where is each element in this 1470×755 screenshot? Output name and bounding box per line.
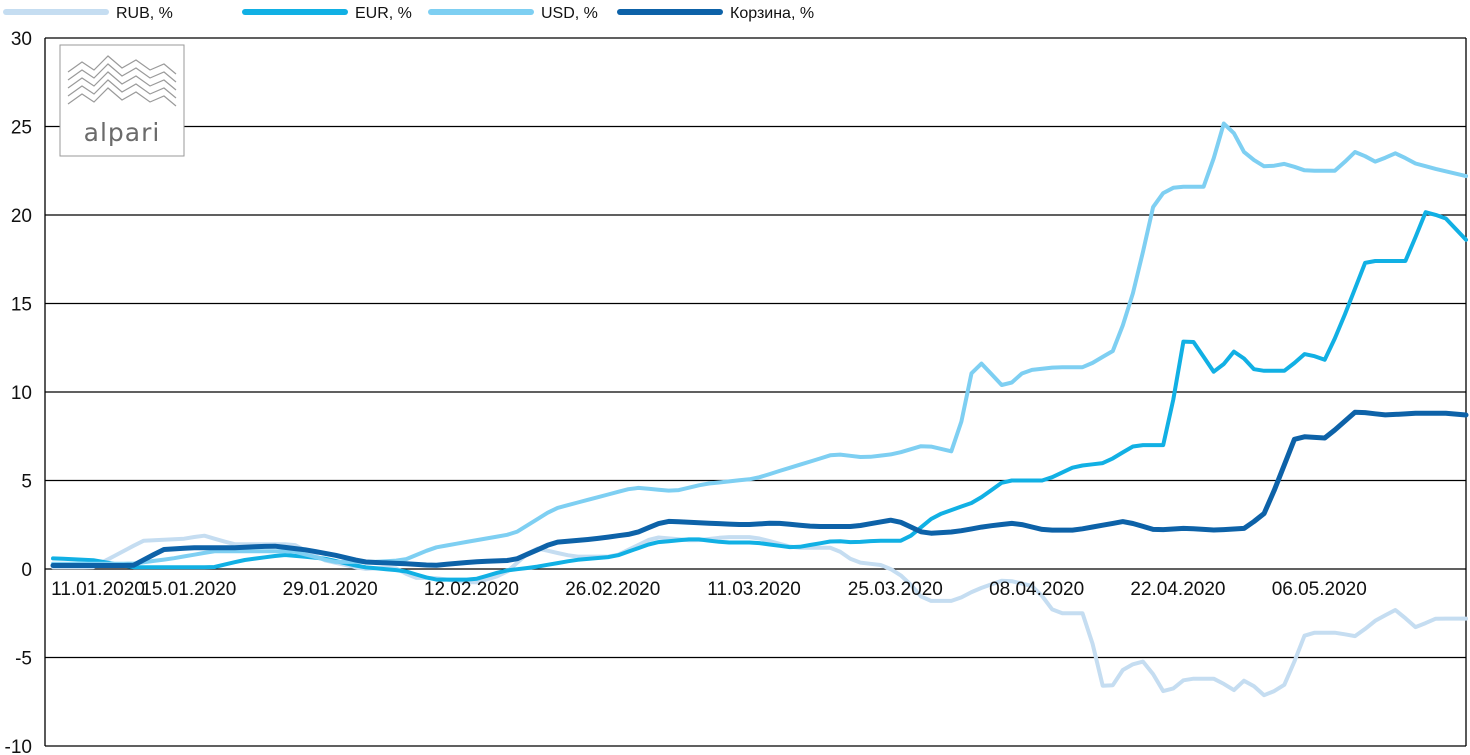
x-tick-label: 11.03.2020 (707, 579, 801, 600)
y-tick-label: 20 (11, 206, 32, 227)
x-tick-label: 15.01.2020 (141, 579, 236, 600)
x-tick-label: 29.01.2020 (283, 579, 378, 600)
series-line-0 (51, 533, 1468, 698)
legend: RUB, % EUR, % USD, % Корзина, % (3, 5, 814, 22)
logo-wordmark: alpari (84, 118, 161, 147)
y-tick-label: -10 (5, 737, 32, 755)
y-axis-ticks: 30 25 20 15 10 5 0 -5 -10 (5, 29, 32, 755)
legend-item: Корзина, % (617, 5, 814, 22)
series-lines (50, 121, 1469, 698)
legend-label: EUR, % (355, 5, 412, 22)
y-tick-label: 10 (11, 383, 32, 404)
series-line-3 (50, 409, 1469, 568)
x-tick-label: 22.04.2020 (1130, 579, 1225, 600)
plot-frame (44, 38, 1467, 746)
x-tick-label: 26.02.2020 (565, 579, 660, 600)
series-line-2 (51, 121, 1468, 566)
mountain-icon (67, 55, 177, 107)
y-tick-label: 15 (11, 295, 32, 316)
legend-item: EUR, % (242, 5, 412, 22)
y-tick-label: 25 (11, 118, 32, 139)
y-tick-label: 5 (21, 472, 32, 493)
gridlines (45, 37, 1466, 747)
legend-item: RUB, % (3, 5, 173, 22)
legend-item: USD, % (428, 5, 598, 22)
alpari-logo: alpari (59, 44, 185, 157)
x-tick-label: 06.05.2020 (1272, 579, 1367, 600)
legend-label: Корзина, % (730, 5, 814, 22)
x-tick-label: 08.04.2020 (989, 579, 1084, 600)
y-tick-label: -5 (15, 649, 32, 670)
y-tick-label: 30 (11, 29, 32, 50)
legend-label: RUB, % (116, 5, 173, 22)
y-tick-label: 0 (21, 560, 32, 581)
x-tick-label: 12.02.2020 (424, 579, 519, 600)
x-tick-label: 25.03.2020 (848, 579, 943, 600)
x-tick-label: 11.01.2020 (51, 579, 145, 600)
legend-label: USD, % (541, 5, 598, 22)
series-line-1 (51, 210, 1468, 582)
